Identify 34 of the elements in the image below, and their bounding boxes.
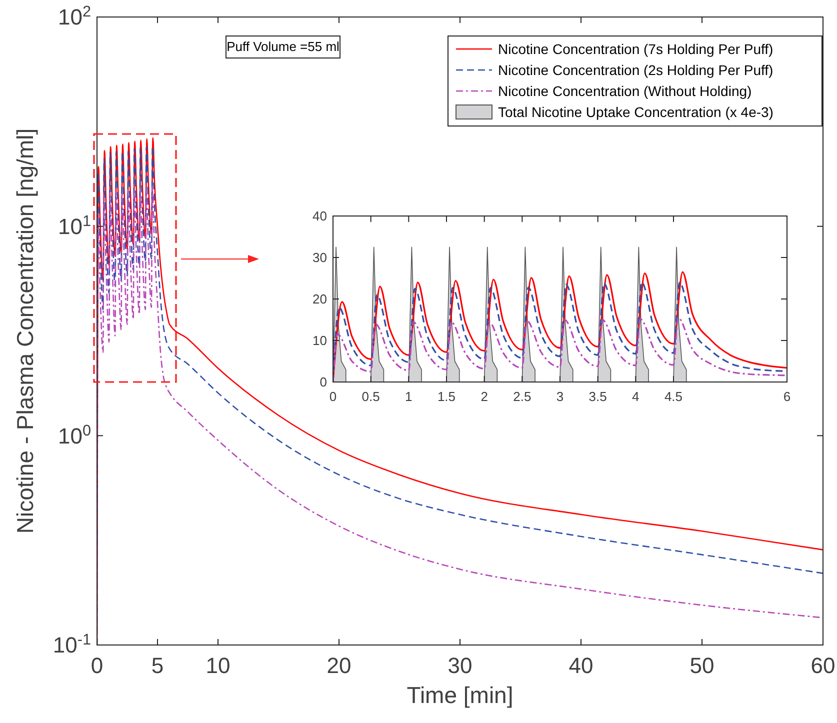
legend-label: Total Nicotine Uptake Concentration (x 4e-3) — [498, 104, 774, 120]
y-tick-label: 10$^{0}$ — [58, 422, 91, 448]
x-tick-label: 5 — [151, 653, 164, 678]
x-tick-label: 4.5 — [664, 389, 683, 404]
y-tick-label: 20 — [312, 292, 327, 307]
x-tick-label: 0 — [329, 389, 337, 404]
x-tick-label: 50 — [690, 653, 714, 678]
annotation: Puff Volume =55 ml — [226, 39, 340, 54]
x-tick-label: 2 — [480, 389, 488, 404]
y-tick-label: 30 — [312, 250, 327, 266]
x-tick-label: 1 — [405, 389, 412, 404]
x-tick-label: 40 — [568, 653, 594, 678]
legend-label: Nicotine Concentration (2s Holding Per Puff) — [498, 62, 774, 78]
x-tick-label: 3 — [556, 389, 564, 404]
x-tick-label: 6 — [783, 389, 791, 404]
x-tick-label: 4 — [632, 389, 640, 404]
y-tick-label: 40 — [312, 208, 327, 224]
x-tick-label: 1.5 — [437, 389, 456, 404]
x-tick-label: 30 — [448, 653, 472, 678]
x-axis-title: Time [min] — [406, 682, 514, 708]
y-tick-label: 10$^{2}$ — [58, 3, 91, 30]
x-tick-label: 3.5 — [588, 389, 607, 404]
x-tick-label: 0.5 — [362, 389, 380, 404]
y-tick-label: 10$^{1}$ — [58, 212, 91, 240]
legend-label: Nicotine Concentration (7s Holding Per Puff) — [498, 41, 774, 57]
y-tick-label: 10 — [312, 333, 327, 348]
line-series — [333, 316, 787, 382]
x-tick-label: 10 — [206, 653, 230, 678]
y-tick-label: 0 — [320, 374, 327, 390]
y-tick-label: 10$^{-1}$ — [52, 631, 91, 658]
x-tick-label: 2.5 — [513, 389, 532, 404]
x-tick-label: 60 — [810, 653, 836, 678]
legend-label: Nicotine Concentration (Without Holding) — [498, 83, 752, 99]
y-axis-title: Nicotine - Plasma Concentration [ng/ml] — [12, 128, 38, 534]
